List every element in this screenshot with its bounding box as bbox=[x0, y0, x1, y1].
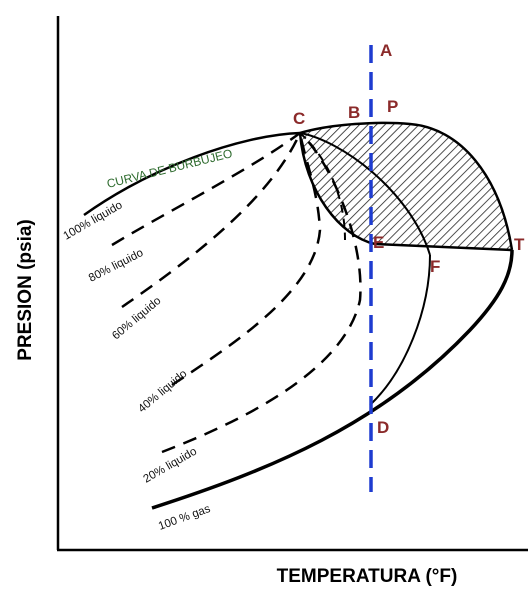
bubble-curve-label: CURVA DE BURBUJEO bbox=[105, 146, 233, 191]
point-label-T: T bbox=[514, 235, 525, 254]
y-axis-title: PRESION (psia) bbox=[15, 219, 36, 360]
curve-inner-dash bbox=[299, 132, 346, 241]
label-60-liquido: 60% liquido bbox=[110, 295, 163, 342]
bubble-point-curve bbox=[83, 131, 301, 217]
label-40-liquido: 40% liquido bbox=[136, 368, 189, 415]
point-label-B: B bbox=[348, 103, 360, 122]
x-axis-title: TEMPERATURA (°F) bbox=[277, 566, 458, 587]
inner-curve-F bbox=[299, 132, 431, 256]
label-20-liquido: 20% liquido bbox=[142, 445, 200, 485]
point-label-F: F bbox=[430, 257, 440, 276]
envelope-top bbox=[299, 121, 514, 251]
point-label-A: A bbox=[380, 41, 392, 60]
label-100-gas: 100 % gas bbox=[157, 503, 212, 533]
curve-20-liquido-solid bbox=[369, 254, 431, 406]
curve-80-liquido bbox=[111, 131, 301, 247]
point-label-C: C bbox=[293, 109, 305, 128]
dew-point-curve bbox=[151, 249, 514, 510]
curve-60-liquido bbox=[121, 132, 302, 309]
retrograde-region bbox=[300, 122, 512, 250]
point-label-D: D bbox=[377, 418, 389, 437]
point-label-P: P bbox=[387, 97, 398, 116]
point-label-E: E bbox=[373, 233, 384, 252]
curve-40-liquido bbox=[171, 132, 322, 387]
label-100-liquido: 100% liquido bbox=[62, 199, 125, 242]
curve-20-liquido bbox=[161, 132, 362, 454]
label-80-liquido: 80% liquido bbox=[87, 247, 145, 285]
